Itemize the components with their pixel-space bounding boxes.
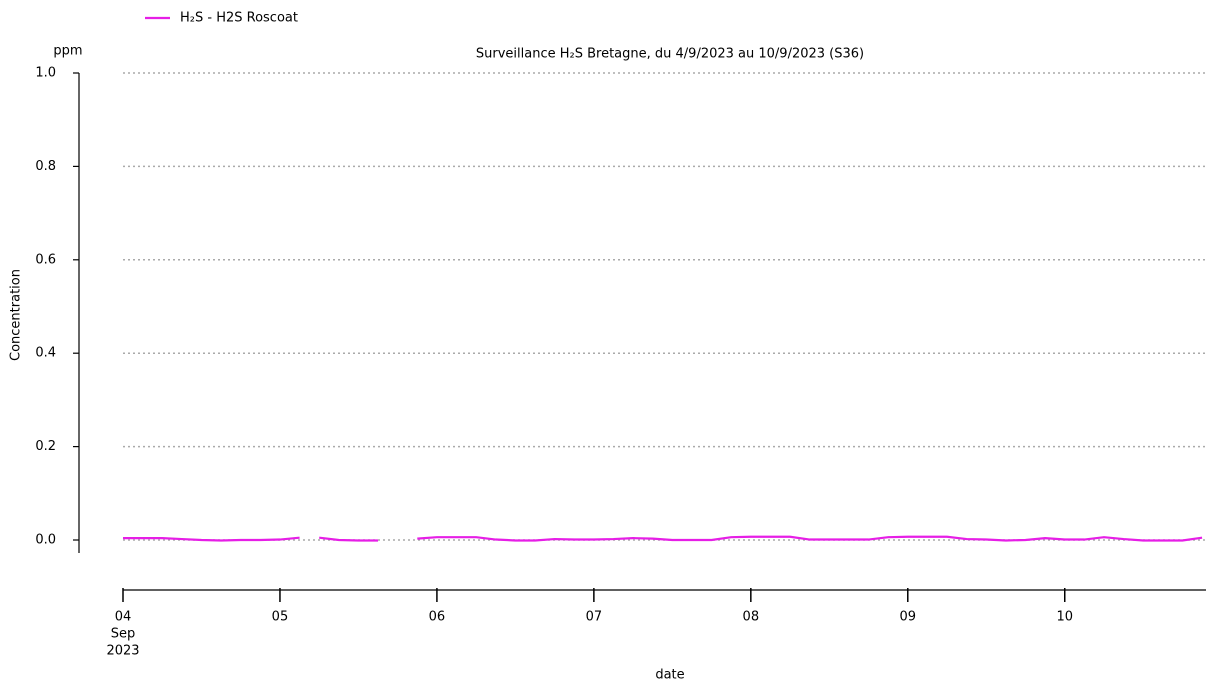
x-year-label: 2023: [106, 644, 139, 659]
y-tick-label: 1.0: [35, 66, 56, 81]
y-unit: ppm: [53, 44, 82, 59]
x-tick-label: 06: [429, 610, 446, 625]
x-tick-label: 09: [900, 610, 917, 625]
y-axis-label: Concentration: [9, 269, 24, 361]
x-tick-label: 04: [115, 610, 132, 625]
chart-title: Surveillance H₂S Bretagne, du 4/9/2023 a…: [476, 47, 864, 62]
y-tick-label: 0.2: [35, 439, 56, 454]
data-line: [123, 535, 1203, 542]
y-tick-label: 0.0: [35, 533, 56, 548]
x-tick-label: 07: [586, 610, 603, 625]
x-tick-label: 10: [1056, 610, 1073, 625]
legend-label: H₂S - H2S Roscoat: [180, 11, 298, 26]
x-tick-label: 05: [272, 610, 289, 625]
y-tick-label: 0.4: [35, 346, 56, 361]
x-month-label: Sep: [111, 627, 136, 642]
x-axis-label: date: [655, 668, 684, 681]
x-tick-label: 08: [743, 610, 760, 625]
y-tick-label: 0.8: [35, 159, 56, 174]
y-tick-label: 0.6: [35, 252, 56, 267]
